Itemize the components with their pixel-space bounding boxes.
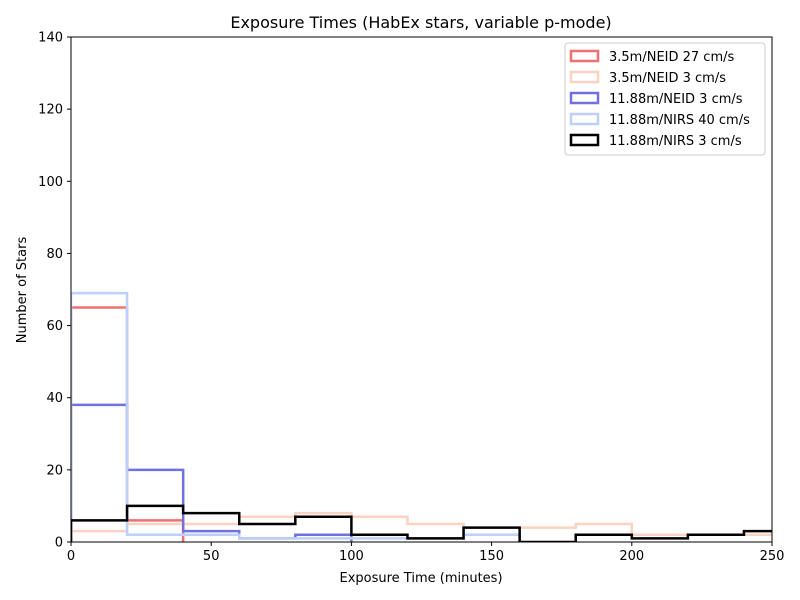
legend-label-4: 11.88m/NIRS 3 cm/s — [609, 134, 742, 149]
series-step-1 — [71, 511, 772, 542]
y-tick-label-1: 20 — [46, 463, 63, 478]
legend-swatch-4 — [569, 133, 600, 147]
x-tick-label-2: 100 — [339, 549, 364, 564]
plot-area — [70, 36, 773, 543]
y-tick-label-0: 0 — [55, 536, 63, 551]
legend-swatch-0 — [569, 49, 600, 63]
y-tick-label-6: 120 — [38, 103, 63, 118]
plot-frame — [70, 36, 773, 543]
series-step-3 — [71, 291, 521, 542]
x-tick-label-5: 250 — [760, 549, 785, 564]
legend-swatch-2 — [569, 91, 600, 105]
y-tick-label-5: 100 — [38, 175, 63, 190]
y-tick-label-2: 40 — [46, 391, 63, 406]
series-group — [71, 291, 772, 542]
legend-label-1: 3.5m/NEID 3 cm/s — [609, 71, 726, 86]
legend-label-2: 11.88m/NEID 3 cm/s — [609, 92, 743, 107]
x-tick-label-4: 200 — [619, 549, 644, 564]
y-tick-label-7: 140 — [38, 31, 63, 46]
x-tick-label-3: 150 — [479, 549, 504, 564]
x-tick-label-1: 50 — [203, 549, 220, 564]
chart-title: Exposure Times (HabEx stars, variable p-… — [230, 13, 611, 32]
x-axis: 0 50 100 150 200 250 — [67, 542, 785, 564]
legend-label-0: 3.5m/NEID 27 cm/s — [609, 50, 734, 65]
legend-box — [564, 42, 766, 156]
legend-swatch-1 — [569, 70, 600, 84]
x-tick-label-0: 0 — [67, 549, 75, 564]
legend: 3.5m/NEID 27 cm/s 3.5m/NEID 3 cm/s 11.88m/… — [564, 42, 766, 156]
y-axis-label: Number of Stars — [15, 237, 30, 344]
series-step-4 — [71, 504, 772, 542]
series-step-2 — [71, 403, 353, 542]
y-axis: 0 20 40 60 80 100 120 140 — [38, 31, 71, 551]
legend-label-3: 11.88m/NIRS 40 cm/s — [609, 113, 750, 128]
y-tick-label-4: 80 — [46, 247, 63, 262]
x-axis-label: Exposure Time (minutes) — [339, 571, 502, 586]
y-tick-label-3: 60 — [46, 319, 63, 334]
legend-swatch-3 — [569, 112, 600, 126]
